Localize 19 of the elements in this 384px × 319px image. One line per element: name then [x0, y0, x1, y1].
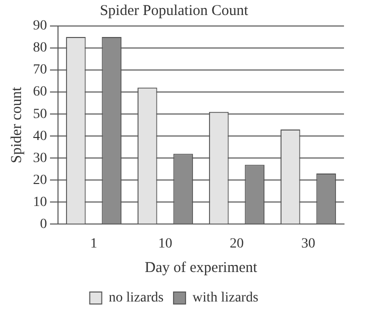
y-tick-label: 10 [33, 194, 47, 210]
legend-label: with lizards [192, 290, 258, 306]
y-tick-label: 0 [40, 216, 47, 232]
x-tick-label: 20 [230, 236, 244, 252]
x-tick-label: 1 [90, 236, 98, 252]
y-tick-label: 70 [33, 62, 47, 78]
y-tick-label: 80 [33, 40, 47, 56]
y-tick-label: 40 [33, 128, 47, 144]
y-tick-label: 60 [33, 84, 47, 100]
chart-title: Spider Population Count [100, 2, 249, 19]
y-tick-label: 90 [33, 18, 47, 34]
y-axis-title: Spider count [8, 86, 25, 164]
y-tick-label: 50 [33, 106, 47, 122]
x-axis-title: Day of experiment [144, 260, 258, 276]
y-tick-label: 20 [33, 172, 47, 188]
x-tick-label: 10 [158, 236, 172, 252]
y-tick-label: 30 [33, 150, 47, 166]
legend-label: no lizards [108, 290, 164, 306]
x-tick-label: 30 [301, 236, 316, 252]
